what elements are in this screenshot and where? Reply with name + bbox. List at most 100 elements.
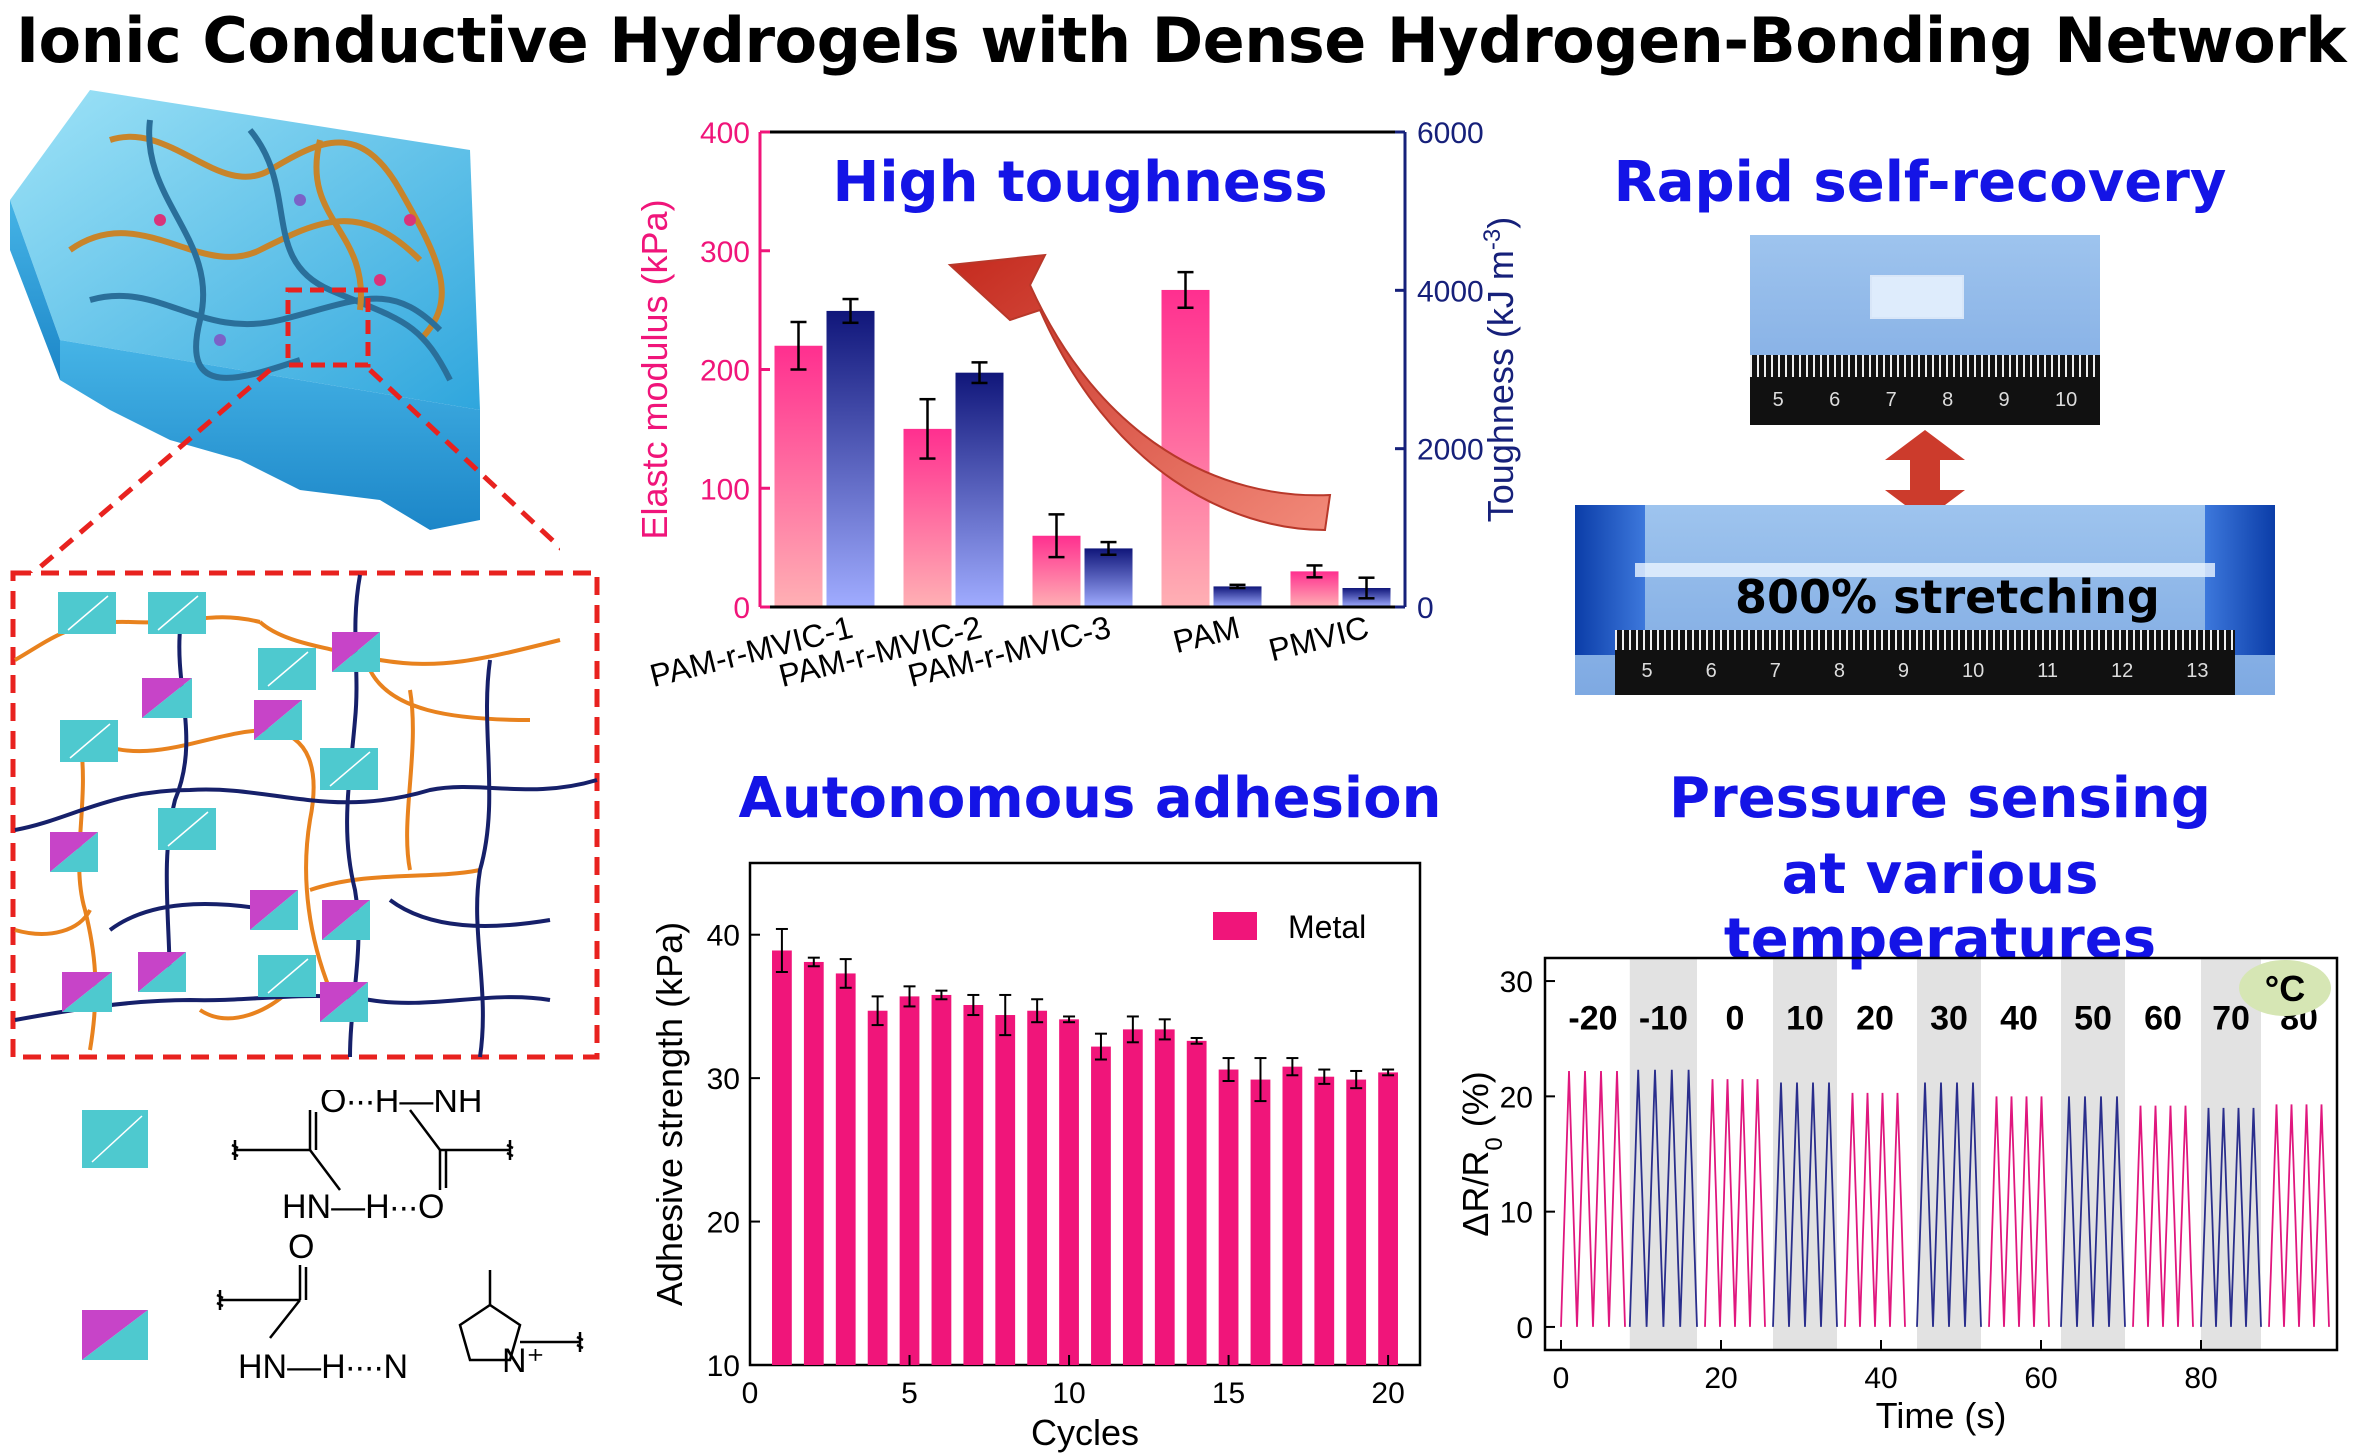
left-tick-label: 100 [700,473,750,506]
sensing-trace [2060,1096,2126,1327]
ruler-bottom-num: 12 [2111,660,2134,682]
x-tick-label: 20 [1371,1377,1404,1410]
toughness-bar [826,310,875,607]
adhesion-bar [1250,1079,1271,1365]
temperature-label: 60 [2144,999,2182,1037]
adhesion-bar [931,994,952,1365]
y-tick-label: 10 [1500,1197,1533,1230]
x-tick-label: 0 [742,1377,759,1410]
ruler-top-num: 5 [1772,389,1784,411]
adhesion-bar [963,1004,984,1365]
legend-swatch [1213,912,1257,940]
legend-label: Metal [1288,909,1366,945]
modulus-bar [1161,289,1210,607]
y-tick-label: 30 [1500,966,1533,999]
x-tick-label: 20 [1704,1362,1737,1395]
stretched-sample [1635,563,2215,577]
hydrogel-block [10,90,480,530]
adhesion-bar [1378,1072,1398,1365]
left-tick-label: 0 [733,592,750,625]
sensing-trace [1772,1082,1838,1327]
left-axis-label: Elastc modulus (kPa) [634,199,675,539]
right-tick-label: 6000 [1417,120,1484,150]
sensing-trace [1560,1070,1626,1327]
x-tick-label: 5 [901,1377,918,1410]
x-tick-label: 60 [2024,1362,2057,1395]
ruler-bottom-num: 13 [2186,660,2209,682]
temperature-label: 70 [2212,999,2250,1037]
unit-badge-label: °C [2265,968,2305,1009]
figure-title: Ionic Conductive Hydrogels with Dense Hy… [15,4,2347,77]
adhesion-bar [772,950,792,1365]
section-title-toughness: High toughness [832,150,1328,215]
x-tick-label: 80 [2184,1362,2217,1395]
double-arrow [1885,430,1965,520]
section-title-recovery: Rapid self-recovery [1613,150,2227,215]
y-tick-label: 20 [707,1207,740,1240]
adhesion-bar [995,1015,1016,1365]
ruler-bottom-num: 11 [2037,660,2059,682]
adhesion-bar [1059,1019,1079,1365]
ruler-bottom-num: 8 [1833,660,1845,682]
adhesion-bar [867,1010,888,1365]
adhesion-bar [1091,1046,1111,1365]
hydrogel-schematic [10,90,560,582]
zoom-line-left [23,368,272,582]
sensing-trace [1628,1069,1698,1327]
y-tick-label: 20 [1500,1081,1533,1114]
ruler-bottom-num: 7 [1769,660,1781,682]
ruler-top: 5 6 7 8 9 10 [1750,355,2100,425]
hydrogel-sample [1870,275,1964,319]
sensing-trace [1844,1092,1906,1327]
legend-cyan-square [82,1110,148,1168]
toughness-bar [955,372,1004,607]
left-tick-label: 400 [700,120,750,150]
adhesion-bar [1282,1066,1303,1365]
network-diagram [10,570,600,1060]
amide-dimer-structure [231,1109,514,1191]
plot-frame [748,861,1422,1367]
sensing-trace [2268,1104,2330,1327]
amide-imidazolium-structure [216,1265,584,1362]
adhesion-bar [835,973,856,1365]
dimer-top-label: O∙∙∙H—NH [320,1090,482,1120]
toughness-bar [1084,548,1133,607]
right-tick-label: 2000 [1417,434,1484,467]
y-axis-label: Adhesive strength (kPa) [649,922,690,1306]
imidazolium-nplus-label: N⁺ [502,1342,545,1380]
unit-badge [2239,959,2331,1016]
temperature-band [2201,958,2261,1350]
ruler-top-num: 10 [2055,389,2078,411]
temperature-label: 10 [1786,999,1824,1037]
recovery-photo-bottom: 800% stretching 5 6 7 8 9 10 11 12 13 [1575,505,2275,695]
sensing-trace [1704,1079,1766,1327]
ruler-bottom-num: 10 [1962,660,1985,682]
category-label: PAM [1170,609,1244,660]
x-axis-label: Cycles [1031,1412,1139,1453]
y-tick-label: 0 [1516,1312,1533,1345]
x-tick-label: 40 [1864,1362,1897,1395]
ruler-top-num: 7 [1885,389,1897,411]
ruler-bottom: 5 6 7 8 9 10 11 12 13 [1615,630,2235,695]
right-tick-label: 4000 [1417,275,1484,308]
right-axis-label: Toughness (kJ m-3) [1479,217,1522,522]
temperature-label: 20 [1856,999,1894,1037]
x-tick-label: 15 [1212,1377,1245,1410]
temperature-label: 0 [1726,999,1745,1037]
y-tick-label: 10 [707,1350,740,1383]
section-title-sensing-1: Pressure sensing [1669,766,2211,831]
temperature-label: -10 [1639,999,1688,1037]
y-tick-label: 30 [707,1063,740,1096]
temperature-label: 40 [2000,999,2038,1037]
adhesion-bar [899,996,920,1365]
plot-frame [1543,956,2339,1352]
ruler-bottom-num: 9 [1897,660,1910,682]
increase-arrow [947,253,1332,532]
x-tick-label: 10 [1052,1377,1085,1410]
imidazolium-o-label: O [288,1228,314,1266]
right-tick-label: 0 [1417,592,1434,625]
dimer-bottom-label: HN—H∙∙∙O [282,1188,444,1226]
adhesion-bar [1122,1029,1143,1365]
left-tick-label: 300 [700,236,750,269]
